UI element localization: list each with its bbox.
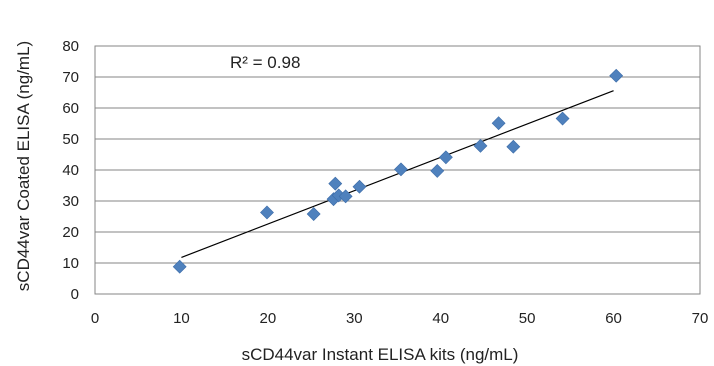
x-axis-ticks: 0 10 20 30 40 50 60 70: [91, 310, 709, 327]
data-point-marker: [491, 116, 506, 131]
r-squared-annotation: R² = 0.98: [230, 53, 300, 72]
data-point-marker: [172, 259, 187, 274]
y-tick-label: 70: [62, 69, 79, 86]
y-tick-label: 10: [62, 255, 79, 272]
data-point-marker: [394, 162, 408, 177]
x-tick-label: 20: [260, 310, 277, 327]
data-point-marker: [338, 189, 353, 204]
y-axis-title: sCD44var Coated ELISA (ng/mL): [14, 41, 33, 291]
data-point-marker: [555, 111, 570, 126]
data-point-marker: [306, 207, 321, 221]
plot-area-frame: [94, 45, 701, 295]
y-tick-label: 20: [62, 224, 79, 241]
data-point-marker: [352, 179, 367, 194]
x-tick-label: 30: [346, 310, 363, 327]
y-axis-ticks: 0 10 20 30 40 50 60 70 80: [62, 38, 79, 303]
x-tick-label: 60: [605, 310, 622, 327]
x-tick-label: 40: [432, 310, 449, 327]
data-point-marker: [506, 139, 521, 154]
data-point-marker: [473, 138, 488, 153]
y-tick-label: 0: [71, 286, 79, 303]
y-tick-label: 50: [62, 131, 79, 148]
x-tick-label: 70: [692, 310, 709, 327]
x-axis-title: sCD44var Instant ELISA kits (ng/mL): [242, 345, 519, 364]
y-tick-label: 40: [62, 162, 79, 179]
data-point-marker: [609, 68, 624, 83]
trendline: [181, 90, 614, 258]
gridlines: [95, 76, 700, 264]
y-tick-label: 30: [62, 193, 79, 210]
data-points: [172, 68, 624, 274]
y-tick-label: 60: [62, 100, 79, 117]
y-tick-label: 80: [62, 38, 79, 55]
data-point-marker: [328, 176, 343, 191]
x-tick-label: 10: [173, 310, 190, 327]
data-point-marker: [430, 164, 445, 178]
x-tick-label: 50: [519, 310, 536, 327]
data-point-marker: [260, 205, 274, 220]
x-tick-label: 0: [91, 310, 99, 327]
data-point-marker: [438, 150, 453, 165]
